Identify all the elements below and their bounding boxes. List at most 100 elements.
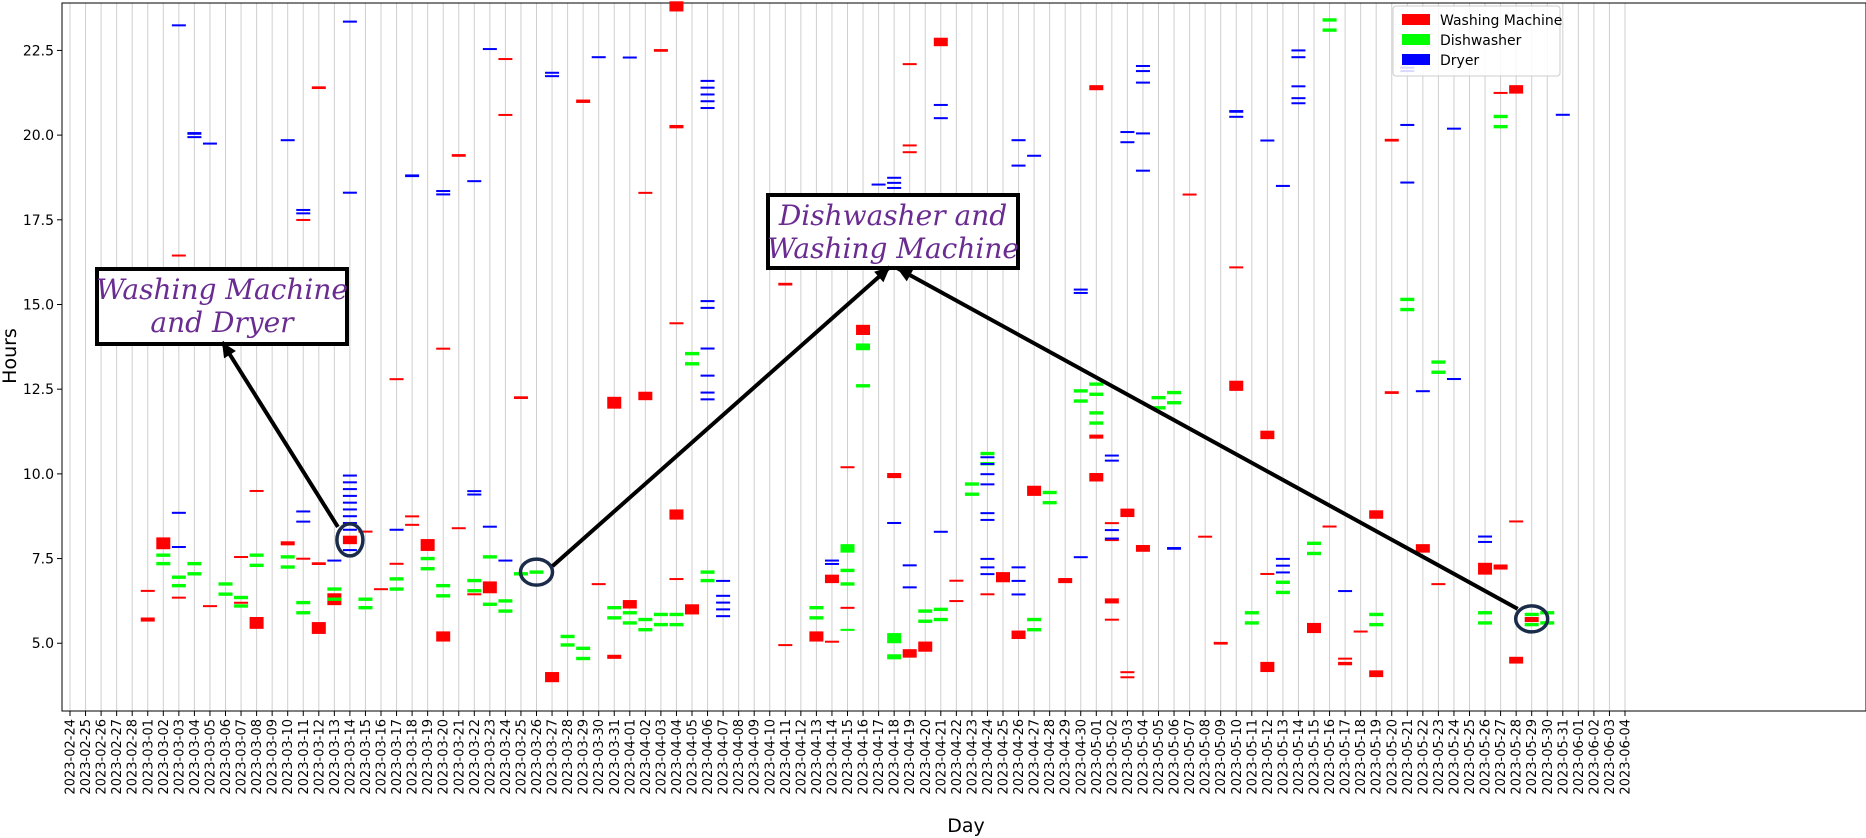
dishwasher-mark (700, 578, 715, 583)
y-tick-label: 15.0 (23, 297, 54, 313)
washing-machine-mark (311, 86, 326, 90)
washing-machine-mark (1338, 657, 1353, 660)
dryer-mark (171, 511, 186, 514)
dryer-mark (342, 494, 357, 497)
dishwasher-mark (498, 599, 513, 603)
x-tick-label: 2023-04-20 (919, 719, 934, 795)
dishwasher-mark (964, 492, 979, 496)
washing-machine-mark (498, 113, 513, 116)
dishwasher-mark (1275, 580, 1290, 584)
dishwasher-mark (887, 654, 902, 660)
dryer-mark (545, 75, 560, 78)
dryer-mark (980, 512, 995, 515)
annotation-text: Dishwasher and (778, 199, 1007, 232)
dryer-mark (171, 546, 186, 549)
dishwasher-mark (1493, 114, 1508, 119)
dryer-mark (1478, 535, 1493, 538)
x-tick-label: 2023-04-27 (1028, 719, 1043, 795)
dryer-mark (296, 212, 311, 215)
dishwasher-mark (1400, 307, 1415, 312)
dishwasher-mark (436, 583, 451, 588)
dryer-mark (1229, 110, 1244, 113)
washing-machine-mark (280, 541, 295, 546)
x-tick-label: 2023-03-06 (219, 719, 234, 795)
washing-machine-mark (902, 649, 917, 658)
washing-machine-mark (669, 509, 684, 520)
dishwasher-mark (809, 616, 824, 620)
dishwasher-mark (1073, 389, 1088, 393)
washing-machine-mark (451, 527, 466, 530)
dryer-mark (933, 530, 948, 533)
washing-machine-mark (1198, 535, 1213, 538)
washing-machine-mark (1104, 598, 1119, 604)
washing-machine-mark (1120, 508, 1135, 518)
dishwasher-mark (1431, 370, 1446, 374)
x-tick-label: 2023-04-09 (748, 719, 763, 795)
dishwasher-mark (1369, 622, 1384, 627)
dishwasher-mark (436, 594, 451, 598)
washing-machine-mark (249, 489, 264, 492)
dishwasher-mark (576, 646, 591, 651)
x-tick-label: 2023-03-05 (203, 719, 218, 795)
dishwasher-mark (1027, 617, 1042, 622)
washing-machine-mark (296, 218, 311, 221)
washing-machine-mark (1493, 91, 1508, 94)
dryer-mark (1073, 556, 1088, 559)
dishwasher-mark (1524, 612, 1539, 617)
dishwasher-mark (638, 628, 653, 632)
dryer-mark (1027, 154, 1042, 157)
dishwasher-mark (171, 583, 186, 588)
dishwasher-mark (327, 597, 342, 601)
x-tick-label: 2023-04-08 (732, 719, 747, 795)
washing-machine-mark (405, 515, 420, 518)
dryer-mark (498, 559, 513, 562)
x-tick-label: 2023-05-22 (1416, 719, 1431, 795)
dryer-mark (1275, 557, 1290, 560)
dryer-mark (1135, 169, 1150, 172)
washing-machine-mark (840, 466, 855, 469)
dishwasher-mark (296, 611, 311, 615)
dryer-mark (871, 183, 886, 186)
dishwasher-mark (840, 582, 855, 586)
dryer-mark (1073, 291, 1088, 294)
washing-machine-mark (1260, 430, 1275, 440)
dryer-mark (467, 493, 482, 496)
washing-machine-mark (1509, 520, 1524, 523)
dryer-mark (824, 562, 839, 565)
dishwasher-mark (187, 561, 202, 566)
dishwasher-mark (576, 656, 591, 661)
washing-machine-mark (902, 151, 917, 154)
x-tick-label: 2023-03-04 (188, 719, 203, 795)
dryer-mark (980, 573, 995, 576)
x-tick-label: 2023-02-24 (64, 719, 79, 795)
dishwasher-mark (467, 589, 482, 593)
arrowhead (874, 267, 890, 283)
washing-machine-mark (405, 523, 420, 526)
dryer-mark (1275, 184, 1290, 187)
dishwasher-mark (809, 605, 824, 610)
x-tick-label: 2023-03-24 (499, 719, 514, 795)
washing-machine-mark (824, 574, 839, 584)
washing-machine-mark (669, 1, 684, 12)
dishwasher-mark (389, 587, 404, 591)
washing-machine-mark (1384, 138, 1399, 142)
dryer-mark (980, 566, 995, 569)
x-tick-label: 2023-05-18 (1354, 719, 1369, 795)
data-marks (140, 1, 1570, 683)
washing-machine-mark (171, 254, 186, 257)
washing-machine-mark (949, 579, 964, 582)
washing-machine-mark (1135, 545, 1150, 552)
dryer-mark (342, 549, 357, 552)
dishwasher-mark (234, 604, 249, 608)
dryer-mark (1291, 97, 1306, 100)
x-tick-label: 2023-05-06 (1168, 719, 1183, 795)
x-tick-label: 2023-03-13 (328, 719, 343, 795)
x-tick-label: 2023-05-04 (1136, 719, 1151, 795)
dishwasher-mark (1369, 612, 1384, 617)
dishwasher-mark (1431, 360, 1446, 364)
washing-machine-mark (1104, 618, 1119, 621)
x-tick-label: 2023-03-11 (297, 719, 312, 795)
dryer-mark (716, 608, 731, 611)
dryer-mark (980, 518, 995, 521)
